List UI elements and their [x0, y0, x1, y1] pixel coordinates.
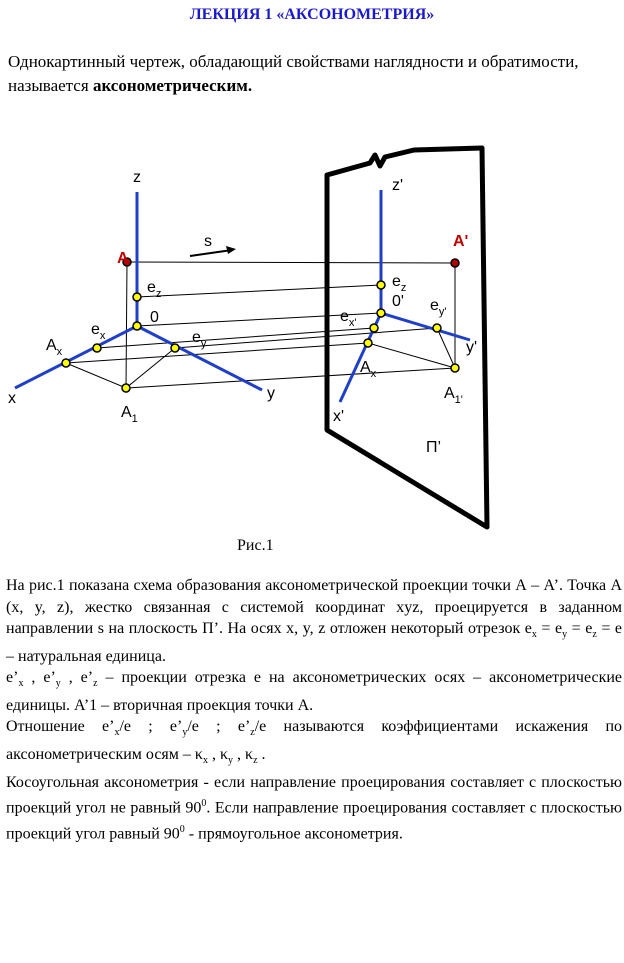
label-sub: 1' [455, 394, 463, 406]
text: , e’ [60, 669, 94, 687]
index: y [182, 727, 188, 739]
label-text: e [192, 329, 201, 346]
paragraph: e’x , e’y , e’z – проекции отрезка e на … [6, 667, 622, 716]
label-text: A [444, 385, 455, 402]
label-text: A' [453, 233, 468, 250]
diagram-label: A1' [444, 385, 463, 406]
text: , κ [207, 746, 229, 764]
index: y [562, 629, 568, 641]
title: ЛЕКЦИЯ 1 «АКСОНОМЕТРИЯ» [189, 6, 435, 23]
diagram-label: 0' [392, 293, 404, 310]
diagram-label: z' [392, 177, 403, 194]
diagram-label: ex [91, 321, 106, 342]
diagram-label: y [267, 385, 275, 402]
paragraph: На рис.1 показана схема образования аксо… [6, 575, 622, 667]
label-text: e [91, 321, 100, 338]
label-text: s [204, 233, 212, 250]
diagram-label: ez [392, 273, 406, 294]
label-text: e [392, 273, 401, 290]
label-text: y' [466, 339, 477, 356]
text: Отношение e’ [6, 718, 115, 736]
text: - прямоугольное аксонометрия. [184, 825, 403, 843]
diagram-label: A1 [121, 404, 138, 425]
index: y [228, 755, 234, 767]
paragraph: Косоугольная аксонометрия - если направл… [6, 772, 622, 845]
label-text: e [147, 279, 156, 296]
label-sub: y [201, 338, 207, 350]
label-text: x [8, 390, 16, 407]
label-text: e [340, 308, 349, 325]
label-text: A [360, 359, 371, 376]
diagram-label: Ax [360, 359, 377, 380]
label-text: A [121, 404, 132, 421]
label-text: z' [392, 177, 403, 194]
index: z [250, 727, 255, 739]
index: z [253, 755, 258, 767]
label-text: A [117, 250, 129, 267]
paragraph: Отношение e’x/e ; e’y/e ; e’z/e называют… [6, 716, 622, 771]
label-sub: x' [349, 317, 357, 329]
index: 0 [179, 824, 185, 836]
text: , e’ [23, 669, 56, 687]
diagram-label: x' [333, 408, 344, 425]
term: аксонометрическим. [92, 76, 253, 95]
diagram-label: A [117, 250, 129, 267]
diagram-label: ex' [340, 308, 357, 329]
diagram-label: x [8, 390, 16, 407]
diagram-label: Ax [46, 337, 63, 358]
intro: Однокартинный чертеж, обладающий свойств… [8, 50, 608, 98]
index: x [18, 678, 24, 690]
text: /e ; e’ [119, 718, 183, 736]
text: = e – натуральная единица. [6, 620, 623, 665]
text: На рис.1 показана схема образования аксо… [6, 577, 622, 637]
diagram-label: z [133, 169, 141, 186]
text: /e называются коэффициентами искажения п… [6, 718, 623, 764]
text: = e [536, 620, 563, 637]
index: z [93, 678, 98, 690]
label-text: П’ [426, 439, 441, 456]
label-text: A [46, 337, 57, 354]
label-sub: y' [439, 306, 447, 318]
label-sub: z [401, 282, 407, 294]
diagram-label: ez [147, 279, 161, 300]
text: . Если направление проецирования составл… [6, 799, 622, 843]
diagram-label: П’ [426, 439, 441, 456]
text: , κ [233, 746, 254, 764]
index: x [531, 629, 537, 641]
diagram-label: s [204, 233, 212, 250]
label-sub: 1 [132, 413, 138, 425]
text: – проекции отрезка e на аксонометрически… [6, 669, 623, 714]
label-text: 0' [392, 293, 404, 310]
index: x [114, 727, 120, 739]
diagram-label: ey [192, 329, 207, 350]
label-text: x' [333, 408, 344, 425]
label-text: e [430, 297, 439, 314]
label-text: z [133, 169, 141, 186]
label-text: y [267, 385, 275, 402]
label-sub: x [57, 346, 63, 358]
caption: Рис.1 [237, 537, 274, 554]
text: = e [567, 620, 593, 637]
index: z [592, 629, 597, 641]
index: x [202, 755, 208, 767]
text: . [257, 746, 266, 764]
text: /e ; e’ [187, 718, 251, 736]
diagram-label: y' [466, 339, 477, 356]
text: Косоугольная аксонометрия - если направл… [6, 773, 622, 817]
index: y [55, 678, 61, 690]
diagram-label: 0 [150, 309, 159, 326]
diagram-label: A' [453, 233, 468, 250]
text: Однокартинный чертеж, обладающий свойств… [8, 52, 579, 95]
index: 0 [201, 798, 207, 810]
label-sub: x [100, 330, 106, 342]
label-sub: x [371, 368, 377, 380]
label-sub: z [156, 288, 162, 300]
diagram-label: ey' [430, 297, 447, 318]
text: e’ [6, 669, 19, 687]
body: На рис.1 показана схема образования аксо… [6, 575, 622, 845]
label-text: 0 [150, 309, 159, 326]
